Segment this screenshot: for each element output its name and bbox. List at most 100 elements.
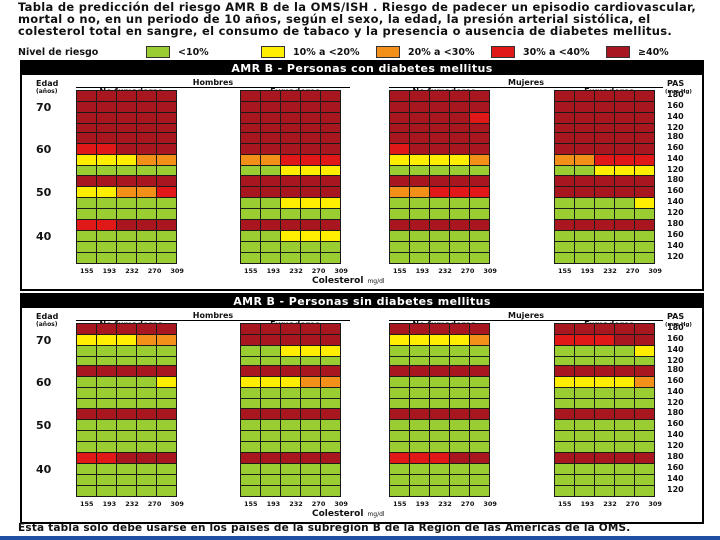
risk-cell [410,91,429,101]
risk-cell [281,166,300,176]
risk-cell [575,388,594,398]
age-label: 40 [36,230,52,243]
risk-cell [137,231,156,241]
risk-cell [241,144,260,154]
pas-value: 160 [667,186,684,195]
risk-cell [430,324,449,334]
risk-cell [241,464,260,474]
pas-values: 180 160 140 120 [667,89,697,133]
risk-cell [117,409,136,419]
risk-cell [635,166,654,176]
risk-cell [390,324,409,334]
risk-cell [575,155,594,165]
risk-cell [97,209,116,219]
pas-value: 140 [667,197,684,206]
risk-cell [615,464,634,474]
cholesterol-tick: 309 [170,267,184,275]
header-mujeres: Mujeres [389,311,663,321]
risk-cell [390,220,409,230]
risk-cell [261,366,280,376]
cholesterol-tick: 155 [558,500,572,508]
risk-cell [301,442,320,452]
risk-cell [241,399,260,409]
risk-cell [261,124,280,134]
risk-cell [97,113,116,123]
risk-cell [635,420,654,430]
risk-cell [555,253,574,263]
risk-cell [635,475,654,485]
risk-cell [430,346,449,356]
pas-values: 180 160 140 120 [667,131,697,175]
risk-cell [555,388,574,398]
risk-cell [137,124,156,134]
risk-cell [97,409,116,419]
cholesterol-tick: 309 [170,500,184,508]
risk-cell [301,377,320,387]
risk-cell [241,124,260,134]
pas-value: 180 [667,408,684,417]
risk-cell [635,366,654,376]
risk-cell [137,324,156,334]
pas-values: 180 160 140 120 [667,218,697,262]
risk-cell [615,388,634,398]
risk-cell [450,409,469,419]
risk-cell [241,242,260,252]
risk-cell [635,231,654,241]
risk-cell [77,220,96,230]
risk-cell [77,377,96,387]
risk-cell [117,486,136,496]
pas-value: 120 [667,441,684,450]
risk-cell [137,377,156,387]
risk-cell [450,187,469,197]
risk-cell [157,453,176,463]
risk-cell [575,346,594,356]
cholesterol-ticks: 155 193 232 270 309 [393,267,497,275]
risk-cell [450,176,469,186]
risk-grid [76,323,177,368]
risk-cell [157,253,176,263]
risk-cell [430,124,449,134]
risk-cell [321,113,340,123]
risk-cell [410,133,429,143]
risk-cell [575,102,594,112]
risk-cell [117,388,136,398]
risk-cell [77,166,96,176]
risk-cell [450,113,469,123]
risk-cell [430,399,449,409]
cholesterol-tick: 193 [266,500,281,508]
risk-cell [321,155,340,165]
risk-grid [240,90,341,135]
risk-cell [430,453,449,463]
risk-cell [635,220,654,230]
risk-grid [240,323,341,368]
risk-cell [410,124,429,134]
risk-cell [157,366,176,376]
risk-cell [595,464,614,474]
risk-cell [575,187,594,197]
risk-cell [97,144,116,154]
age-label: 40 [36,463,52,476]
risk-cell [77,231,96,241]
risk-cell [117,176,136,186]
risk-cell [137,442,156,452]
pas-value: 160 [667,376,684,385]
risk-grid [76,408,177,453]
risk-cell [261,133,280,143]
risk-cell [301,346,320,356]
risk-cell [301,335,320,345]
risk-cell [261,431,280,441]
risk-cell [430,198,449,208]
risk-cell [555,166,574,176]
risk-cell [77,366,96,376]
legend-label: ≥40% [638,46,669,58]
risk-cell [117,231,136,241]
risk-cell [157,335,176,345]
risk-cell [470,220,489,230]
risk-cell [281,187,300,197]
risk-panel: AMR B - Personas sin diabetes mellitus Ed… [20,293,704,524]
risk-cell [241,377,260,387]
risk-grid [76,452,177,497]
risk-cell [555,377,574,387]
risk-cell [157,324,176,334]
risk-cell [595,366,614,376]
